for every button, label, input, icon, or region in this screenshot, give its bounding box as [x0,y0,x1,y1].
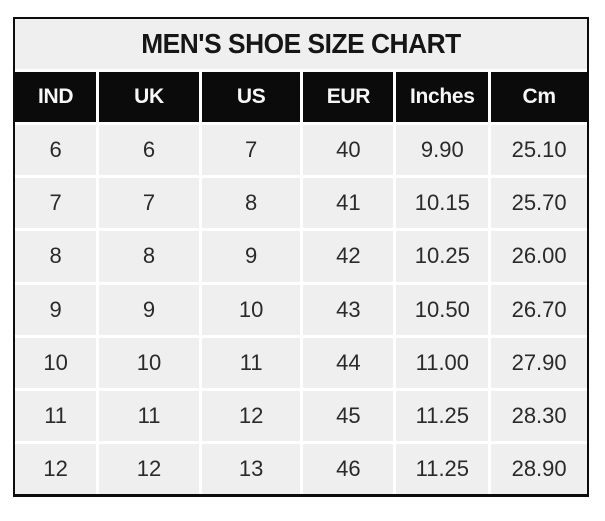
table-cell: 11 [201,337,301,388]
chart-title-text: MEN'S SHOE SIZE CHART [141,28,461,60]
table-cell: 7 [201,125,301,176]
table-cell: 28.90 [491,443,587,494]
table-cell: 9.90 [396,125,489,176]
table-cell: 9 [201,231,301,282]
table-cell: 10 [201,284,301,335]
table-cell: 11.25 [396,390,489,441]
column-header-inches: Inches [396,72,489,123]
table-cell: 42 [303,231,394,282]
table-cell: 10.15 [396,178,489,229]
table-cell: 26.00 [491,231,587,282]
table-cell: 10 [99,337,199,388]
table-cell: 25.70 [491,178,587,229]
table-cell: 40 [303,125,394,176]
table-cell: 11 [15,390,97,441]
column-header-us: US [201,72,301,123]
table-cell: 7 [99,178,199,229]
table-cell: 26.70 [491,284,587,335]
table-cell: 10.25 [396,231,489,282]
table-cell: 27.90 [491,337,587,388]
table-cell: 7 [15,178,97,229]
table-cell: 6 [99,125,199,176]
column-header-uk: UK [99,72,199,123]
table-cell: 8 [201,178,301,229]
table-cell: 6 [15,125,97,176]
table-cell: 12 [99,443,199,494]
table-cell: 11 [99,390,199,441]
shoe-size-table-grid: MEN'S SHOE SIZE CHART IND UK US EUR Inches Cm… [15,19,587,494]
table-cell: 10 [15,337,97,388]
table-cell: 8 [15,231,97,282]
column-header-eur: EUR [303,72,394,123]
table-cell: 41 [303,178,394,229]
table-cell: 44 [303,337,394,388]
table-cell: 8 [99,231,199,282]
table-cell: 10.50 [396,284,489,335]
table-cell: 9 [15,284,97,335]
table-cell: 28.30 [491,390,587,441]
table-cell: 12 [201,390,301,441]
table-cell: 11.25 [396,443,489,494]
table-cell: 12 [15,443,97,494]
table-cell: 43 [303,284,394,335]
table-cell: 25.10 [491,125,587,176]
table-cell: 9 [99,284,199,335]
table-cell: 45 [303,390,394,441]
table-cell: 11.00 [396,337,489,388]
table-cell: 46 [303,443,394,494]
table-cell: 13 [201,443,301,494]
column-header-ind: IND [15,72,97,123]
chart-title: MEN'S SHOE SIZE CHART [15,19,587,70]
column-header-cm: Cm [491,72,587,123]
shoe-size-chart: MEN'S SHOE SIZE CHART IND UK US EUR Inches Cm… [13,17,589,497]
